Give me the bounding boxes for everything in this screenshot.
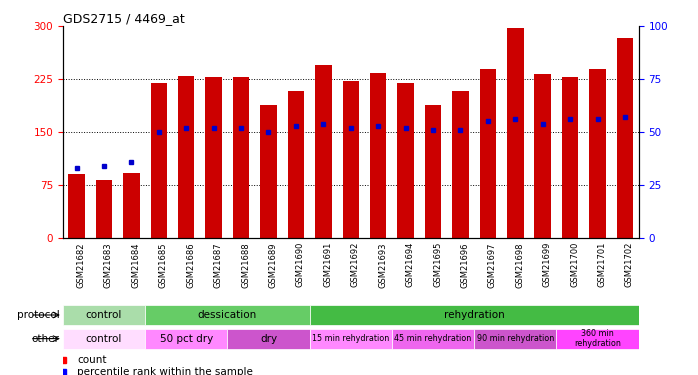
Text: GSM21700: GSM21700: [570, 242, 579, 287]
Text: GSM21699: GSM21699: [542, 242, 551, 287]
Bar: [228, 328, 310, 349]
Text: GSM21684: GSM21684: [131, 242, 140, 288]
Bar: [370, 74, 387, 238]
Text: GSM21689: GSM21689: [269, 242, 278, 288]
Bar: [145, 328, 228, 349]
Text: GSM21701: GSM21701: [597, 242, 607, 287]
Text: dessication: dessication: [198, 310, 257, 320]
Bar: [96, 180, 112, 238]
Bar: [205, 77, 222, 238]
Text: GSM21697: GSM21697: [488, 242, 497, 288]
Text: rehydration: rehydration: [444, 310, 505, 320]
Bar: [397, 82, 414, 238]
Text: dry: dry: [260, 334, 277, 344]
Text: GSM21682: GSM21682: [77, 242, 86, 288]
Text: 15 min rehydration: 15 min rehydration: [312, 334, 389, 343]
Bar: [260, 105, 276, 238]
Text: GSM21692: GSM21692: [350, 242, 359, 287]
Text: 50 pct dry: 50 pct dry: [160, 334, 213, 344]
Bar: [452, 91, 468, 238]
Text: GSM21693: GSM21693: [378, 242, 387, 288]
Text: GSM21686: GSM21686: [186, 242, 195, 288]
Bar: [617, 38, 633, 238]
Bar: [474, 328, 556, 349]
Text: protocol: protocol: [17, 310, 59, 320]
Bar: [310, 305, 639, 325]
Bar: [589, 69, 606, 238]
Text: GSM21695: GSM21695: [433, 242, 442, 287]
Bar: [535, 74, 551, 238]
Bar: [288, 91, 304, 238]
Bar: [63, 305, 145, 325]
Bar: [507, 28, 524, 238]
Text: GDS2715 / 4469_at: GDS2715 / 4469_at: [63, 12, 184, 25]
Text: GSM21691: GSM21691: [323, 242, 332, 287]
Bar: [480, 69, 496, 238]
Text: control: control: [86, 334, 122, 344]
Text: percentile rank within the sample: percentile rank within the sample: [77, 367, 253, 375]
Bar: [343, 81, 359, 238]
Bar: [123, 173, 140, 238]
Text: 90 min rehydration: 90 min rehydration: [477, 334, 554, 343]
Bar: [233, 77, 249, 238]
Text: GSM21696: GSM21696: [461, 242, 470, 288]
Text: other: other: [31, 334, 59, 344]
Bar: [315, 65, 332, 238]
Text: GSM21687: GSM21687: [214, 242, 223, 288]
Text: GSM21694: GSM21694: [406, 242, 415, 287]
Text: GSM21688: GSM21688: [241, 242, 250, 288]
Bar: [556, 328, 639, 349]
Bar: [425, 105, 441, 238]
Bar: [562, 77, 579, 238]
Bar: [63, 328, 145, 349]
Text: GSM21683: GSM21683: [104, 242, 113, 288]
Bar: [310, 328, 392, 349]
Bar: [145, 305, 310, 325]
Text: count: count: [77, 355, 107, 365]
Text: GSM21702: GSM21702: [625, 242, 634, 287]
Text: 360 min
rehydration: 360 min rehydration: [574, 329, 621, 348]
Bar: [392, 328, 474, 349]
Text: control: control: [86, 310, 122, 320]
Text: GSM21690: GSM21690: [296, 242, 305, 287]
Bar: [68, 174, 84, 238]
Bar: [178, 76, 195, 238]
Text: 45 min rehydration: 45 min rehydration: [394, 334, 472, 343]
Text: GSM21698: GSM21698: [515, 242, 524, 288]
Bar: [151, 82, 167, 238]
Text: GSM21685: GSM21685: [158, 242, 168, 288]
